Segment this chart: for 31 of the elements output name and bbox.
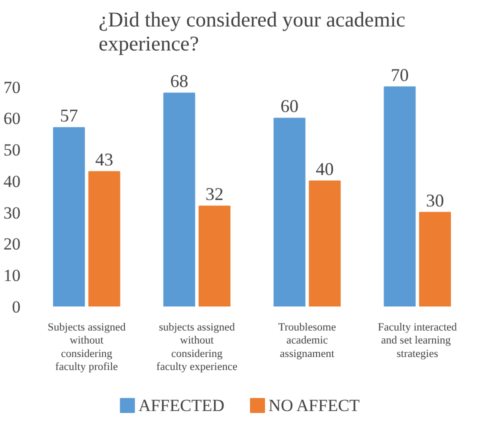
legend-label: NO AFFECT: [268, 396, 360, 415]
x-tick-label: subjects assigned without considering faculty experience: [156, 322, 238, 374]
data-label: 60: [280, 96, 298, 116]
chart-title: ¿Did they considered your academic experience?: [98, 8, 406, 56]
bar: [308, 180, 341, 306]
y-tick-label: 40: [4, 172, 20, 191]
y-tick-label: 30: [4, 203, 20, 222]
bar: [53, 127, 85, 306]
data-label: 43: [95, 150, 114, 170]
bar: [198, 206, 230, 306]
x-tick-label: Faculty interacted and set learning strategies: [378, 322, 458, 360]
y-tick-label: 70: [4, 78, 20, 97]
y-tick-label: 10: [4, 266, 20, 286]
data-label: 57: [60, 106, 78, 126]
y-tick-label: 50: [4, 140, 20, 160]
y-tick-label: 20: [4, 234, 20, 254]
bar: [163, 92, 196, 306]
data-label: 40: [316, 158, 334, 179]
x-tick-label: Troublesome academic assignament: [278, 322, 336, 360]
bar: [384, 86, 416, 306]
legend-label: AFFECTED: [138, 396, 224, 415]
y-tick-label: 0: [12, 298, 20, 316]
data-label: 70: [390, 64, 409, 85]
data-label: 32: [206, 184, 224, 204]
x-tick-label: Subjects assigned without considering faculty profile: [48, 322, 126, 374]
data-label: 30: [426, 190, 444, 210]
bar: [419, 212, 451, 306]
data-label: 68: [170, 71, 188, 92]
bar: [88, 171, 120, 306]
y-tick-label: 60: [4, 109, 20, 128]
bar: [274, 118, 306, 306]
